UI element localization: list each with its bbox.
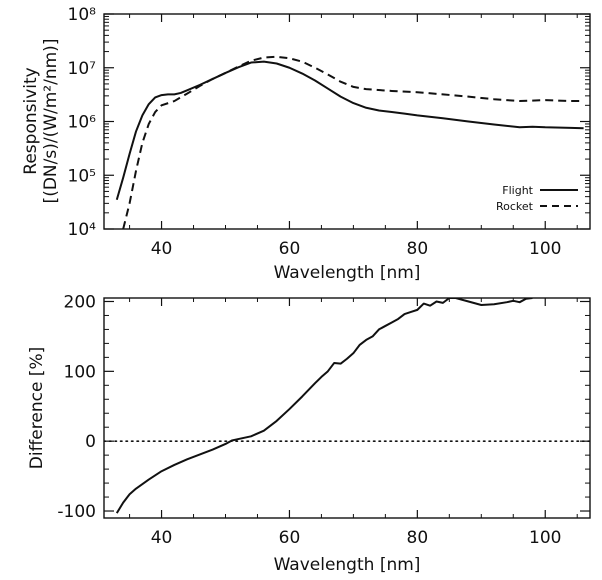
series-line-difference [115, 298, 533, 514]
difference-x-tick-label: 40 [151, 528, 173, 548]
responsivity-y-tick-label: 10⁷ [68, 59, 97, 79]
series-line-rocket [122, 55, 584, 229]
difference-y-tick-label: -100 [57, 502, 96, 522]
difference-y-tick-label: 100 [64, 362, 96, 382]
series-line-flight [115, 60, 584, 201]
difference-y-tick-label: 200 [64, 292, 96, 312]
responsivity-y-tick-label: 10⁵ [68, 166, 96, 186]
difference-y-axis-label: Difference [%] [27, 347, 47, 469]
difference-plot-frame [103, 297, 591, 519]
difference-x-tick-label: 60 [279, 528, 301, 548]
responsivity-y-tick-label: 10⁶ [68, 113, 97, 133]
responsivity-y-tick-label: 10⁸ [68, 5, 97, 25]
legend-label-rocket: Rocket [496, 200, 534, 213]
responsivity-y-axis-label-line1: Responsivity [21, 67, 41, 174]
legend: Flight Rocket [496, 184, 578, 213]
difference-panel: 40 60 80 100 -100 0 100 200 Difference [%] Wave… [27, 292, 591, 575]
responsivity-x-tick-label: 40 [151, 239, 173, 259]
difference-x-tick-label: 100 [529, 528, 561, 548]
responsivity-panel: 40 60 80 100 10⁴ 10⁵ 10⁶ 10⁷ 10⁸ Responsivity [(… [21, 5, 591, 283]
difference-y-tick-label: 0 [85, 432, 96, 452]
responsivity-y-axis-label-line2: [(DN/s)/(W/m²/nm)] [41, 39, 61, 204]
difference-x-axis-label: Wavelength [nm] [274, 555, 421, 575]
responsivity-x-tick-label: 80 [407, 239, 429, 259]
difference-x-tick-label: 80 [407, 528, 429, 548]
legend-label-flight: Flight [502, 184, 533, 197]
responsivity-x-tick-label: 60 [279, 239, 301, 259]
responsivity-y-tick-label: 10⁴ [68, 220, 97, 240]
responsivity-x-tick-label: 100 [529, 239, 561, 259]
responsivity-x-axis-label: Wavelength [nm] [274, 263, 421, 283]
